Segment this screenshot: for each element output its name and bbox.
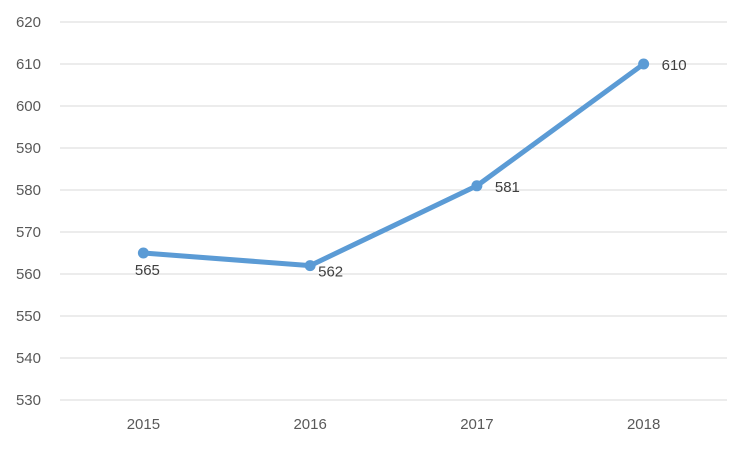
y-tick-label: 570 bbox=[16, 224, 41, 241]
y-tick-label: 580 bbox=[16, 182, 41, 199]
data-label: 610 bbox=[662, 57, 687, 74]
y-tick-label: 590 bbox=[16, 140, 41, 157]
y-tick-label: 600 bbox=[16, 98, 41, 115]
y-tick-label: 560 bbox=[16, 266, 41, 283]
x-tick-label: 2018 bbox=[627, 416, 660, 433]
data-labels: 565 562 581 610 bbox=[135, 57, 687, 281]
y-tick-label: 530 bbox=[16, 392, 41, 409]
data-point-marker bbox=[304, 260, 316, 272]
y-axis-tick-labels: 530 540 550 560 570 580 590 600 610 620 bbox=[16, 14, 41, 409]
y-tick-label: 550 bbox=[16, 308, 41, 325]
data-point-marker bbox=[638, 58, 650, 70]
x-tick-label: 2017 bbox=[460, 416, 493, 433]
data-point-marker bbox=[471, 180, 483, 192]
data-point-marker bbox=[137, 247, 149, 259]
data-label: 581 bbox=[495, 179, 520, 196]
x-tick-label: 2015 bbox=[127, 416, 160, 433]
y-tick-label: 620 bbox=[16, 14, 41, 31]
y-tick-label: 610 bbox=[16, 56, 41, 73]
gridlines bbox=[60, 21, 727, 401]
y-tick-label: 540 bbox=[16, 350, 41, 367]
series-line bbox=[140, 61, 647, 269]
data-label: 562 bbox=[318, 264, 343, 281]
x-tick-label: 2016 bbox=[293, 416, 326, 433]
x-axis-tick-labels: 2015 2016 2017 2018 bbox=[127, 416, 661, 433]
series-layer bbox=[137, 58, 650, 272]
data-label: 565 bbox=[135, 262, 160, 279]
